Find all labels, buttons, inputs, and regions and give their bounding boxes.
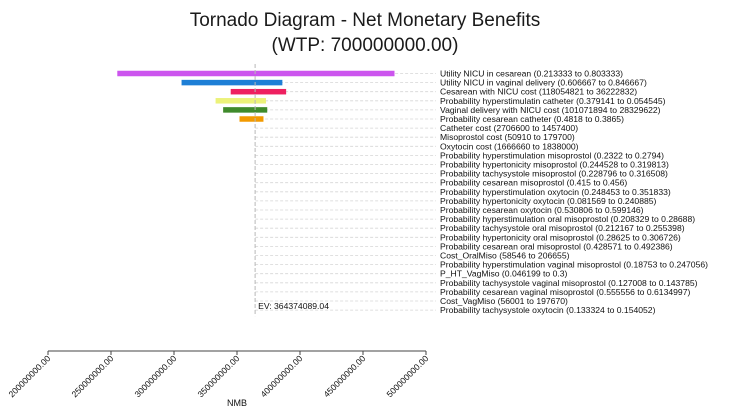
tornado-bar [181, 79, 283, 86]
bar-label: Probability tachysystole oxytocin (0.133… [440, 305, 656, 315]
bar-label: Probability cesarean oxytocin (0.530806 … [440, 205, 644, 215]
tornado-bar [223, 107, 268, 113]
bar-label: Cost_OralMiso (58546 to 206655) [440, 251, 570, 261]
x-tick-label: 250000000.00 [69, 353, 115, 399]
x-tick-label: 450000000.00 [321, 353, 367, 399]
bar-label: Probability hypertonicity misoprostol (0… [440, 160, 669, 170]
tornado-bars [117, 70, 395, 122]
bar-label: Probability hypertonicity oxytocin (0.08… [440, 196, 657, 206]
bar-label: Probability cesarean vaginal misoprostol… [440, 287, 690, 297]
bar-label: Probability cesarean misoprostol (0.415 … [440, 178, 627, 188]
bar-label: Vaginal delivery with NICU cost (1010718… [440, 105, 661, 115]
tornado-bar [215, 98, 266, 104]
bar-label: Probability hyperstimulation oxytocin (0… [440, 187, 671, 197]
ev-label: EV: 364374089.04 [258, 301, 329, 311]
bar-label: Utility NICU in vaginal delivery (0.6066… [440, 78, 647, 88]
bar-label: Probability tachysystole vaginal misopro… [440, 278, 698, 288]
x-tick-label: 400000000.00 [258, 353, 304, 399]
bar-label: Catheter cost (2706600 to 1457400) [440, 123, 578, 133]
bar-labels: Utility NICU in cesarean (0.213333 to 0.… [440, 69, 708, 316]
bar-label: Cost_VagMiso (56001 to 197670) [440, 296, 568, 306]
x-axis-label: NMB [227, 398, 247, 408]
bar-label: Probability hyperstimulatin catheter (0.… [440, 96, 666, 106]
bar-label: Probability hyperstimulation vaginal mis… [440, 260, 708, 270]
x-tick-label: 500000000.00 [384, 353, 430, 399]
bar-label: Oxytocin cost (1666660 to 1838000) [440, 141, 579, 151]
bar-label: Utility NICU in cesarean (0.213333 to 0.… [440, 69, 623, 79]
bar-label: Probability hypertonicity oral misoprost… [440, 232, 681, 242]
chart-subtitle: (WTP: 700000000.00) [272, 35, 459, 56]
bar-label: P_HT_VagMiso (0.046199 to 0.3) [440, 269, 568, 279]
row-guide-lines [255, 73, 436, 311]
bar-label: Probability tachysystole oral misoprosto… [440, 223, 685, 233]
chart-title: Tornado Diagram - Net Monetary Benefits [190, 10, 541, 31]
bar-label: Probability cesarean catheter (0.4818 to… [440, 114, 624, 124]
bar-label: Misoprostol cost (50910 to 179700) [440, 132, 575, 142]
x-tick-label: 300000000.00 [132, 353, 178, 399]
bar-label: Cesarean with NICU cost (118054821 to 36… [440, 87, 637, 97]
bar-label: Probability cesarean oral misoprostol (0… [440, 241, 673, 251]
bar-label: Probability hyperstimulation misoprostol… [440, 150, 664, 160]
bar-label: Probability tachysystole misoprostol (0.… [440, 169, 668, 179]
x-axis-ticks: 200000000.00 250000000.00 300000000.00 3500… [6, 351, 431, 399]
x-tick-label: 350000000.00 [195, 353, 241, 399]
x-tick-label: 200000000.00 [6, 353, 52, 399]
bar-label: Probability hyperstimulation oral misopr… [440, 214, 695, 224]
tornado-bar [117, 70, 395, 77]
tornado-bar [239, 116, 264, 122]
tornado-bar [230, 88, 287, 95]
